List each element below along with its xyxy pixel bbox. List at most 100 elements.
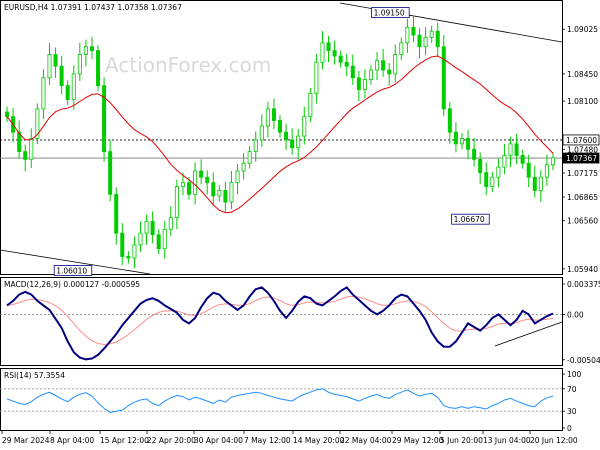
candle-body	[405, 26, 410, 44]
rsi-level-lines	[0, 388, 562, 412]
candle-body	[362, 78, 367, 90]
rsi-y-tick-label: 70	[567, 385, 577, 394]
candle-body	[211, 182, 216, 197]
y-tick-label: 1.05940	[567, 265, 598, 274]
candle-body	[466, 137, 471, 150]
candle-body	[302, 116, 307, 137]
price-tag-box	[562, 152, 600, 164]
x-tick-label: 5 Jun 20:00	[440, 436, 483, 445]
candle-body	[47, 54, 52, 79]
macd-panel-frame	[0, 277, 563, 366]
price-annotation-label: 1.09150	[374, 9, 405, 18]
macd-y-axis: 0.003375 0.00 -0.00504	[562, 280, 600, 365]
x-tick-label: 29 May 12:00	[392, 436, 444, 445]
candle-body	[332, 50, 337, 57]
y-tick-label: 1.07480	[567, 145, 598, 154]
price-tag-label: 1.07600	[566, 136, 597, 145]
candle-body	[514, 143, 519, 156]
candle-body	[496, 166, 501, 178]
candle-body	[193, 170, 198, 195]
candle-body	[138, 232, 143, 246]
candle-body	[77, 54, 82, 75]
candle-body	[393, 54, 398, 75]
x-tick-label: 30 Apr 04:00	[194, 436, 243, 445]
moving-average-line	[6, 55, 554, 214]
y-tick-label: 1.07175	[567, 169, 598, 178]
candle-body	[102, 85, 107, 152]
macd-y-tick-label: 0.003375	[567, 280, 600, 289]
candle-body	[478, 158, 483, 173]
main-candles	[5, 15, 555, 269]
candle-body	[502, 155, 507, 168]
x-tick-label: 29 Mar 2024	[2, 436, 50, 445]
y-tick-label: 1.08100	[567, 97, 598, 106]
x-tick-label: 22 May 04:00	[340, 436, 392, 445]
macd-y-tick-label: 0.00	[567, 310, 584, 319]
candle-body	[429, 30, 434, 38]
candle-body	[150, 221, 155, 236]
candle-body	[441, 46, 446, 110]
candle-body	[350, 65, 355, 79]
x-tick-label: 8 Apr 04:00	[50, 436, 94, 445]
candle-body	[320, 42, 325, 63]
candle-body	[271, 108, 276, 121]
candle-body	[277, 120, 282, 133]
price-annotation-box	[451, 213, 490, 225]
x-tick-label: 15 Apr 12:00	[100, 436, 149, 445]
candle-body	[120, 232, 125, 257]
candle-body	[290, 139, 295, 149]
watermark: ActionForex.com	[105, 53, 271, 77]
candle-body	[132, 244, 137, 259]
candle-body	[247, 151, 252, 164]
candle-body	[162, 228, 167, 250]
price-tag-box	[562, 134, 600, 146]
candle-body	[205, 176, 210, 184]
candle-body	[180, 182, 185, 187]
candle-body	[459, 137, 464, 145]
candle-body	[187, 182, 192, 195]
candle-body	[544, 164, 549, 178]
price-annotation-label: 1.06010	[56, 266, 87, 275]
candle-body	[235, 170, 240, 184]
candle-body	[423, 37, 428, 48]
macd-line	[6, 286, 554, 361]
x-tick-label: 13 Jun 04:00	[483, 436, 531, 445]
candle-body	[17, 131, 22, 152]
candle-body	[344, 61, 349, 67]
candle-body	[29, 137, 34, 160]
candle-body	[338, 55, 343, 63]
candle-body	[253, 139, 258, 152]
candle-body	[308, 92, 313, 118]
candle-body	[223, 190, 228, 203]
candle-body	[508, 143, 513, 156]
candle-body	[368, 69, 373, 80]
candle-body	[174, 186, 179, 219]
main-panel-frame	[0, 0, 563, 275]
candle-body	[259, 125, 264, 141]
candle-body	[399, 42, 404, 55]
rsi-title: RSI(14) 57.3554	[4, 371, 65, 380]
candle-body	[217, 190, 222, 197]
lower-trendline	[0, 249, 151, 275]
candle-body	[411, 26, 416, 36]
main-annotations: 1.09150 1.06670 1.06010	[53, 7, 490, 276]
candle-body	[83, 46, 88, 55]
candle-body	[381, 60, 386, 71]
candle-body	[126, 256, 131, 259]
candle-body	[108, 151, 113, 195]
candle-body	[114, 193, 119, 234]
x-tick-label: 14 May 20:00	[293, 436, 345, 445]
x-tick-label: 20 Jun 12:00	[530, 436, 578, 445]
candle-body	[96, 50, 101, 86]
candle-body	[35, 108, 40, 139]
main-y-axis: 1.09025 1.08450 1.08100 1.07480 1.07175 1.068…	[562, 25, 598, 274]
candle-body	[168, 217, 173, 230]
candle-body	[5, 111, 10, 118]
rsi-line	[6, 388, 554, 413]
candle-body	[356, 77, 361, 90]
macd-support-trendline	[494, 321, 563, 347]
candle-body	[550, 157, 555, 166]
price-annotation-box	[371, 7, 410, 18]
